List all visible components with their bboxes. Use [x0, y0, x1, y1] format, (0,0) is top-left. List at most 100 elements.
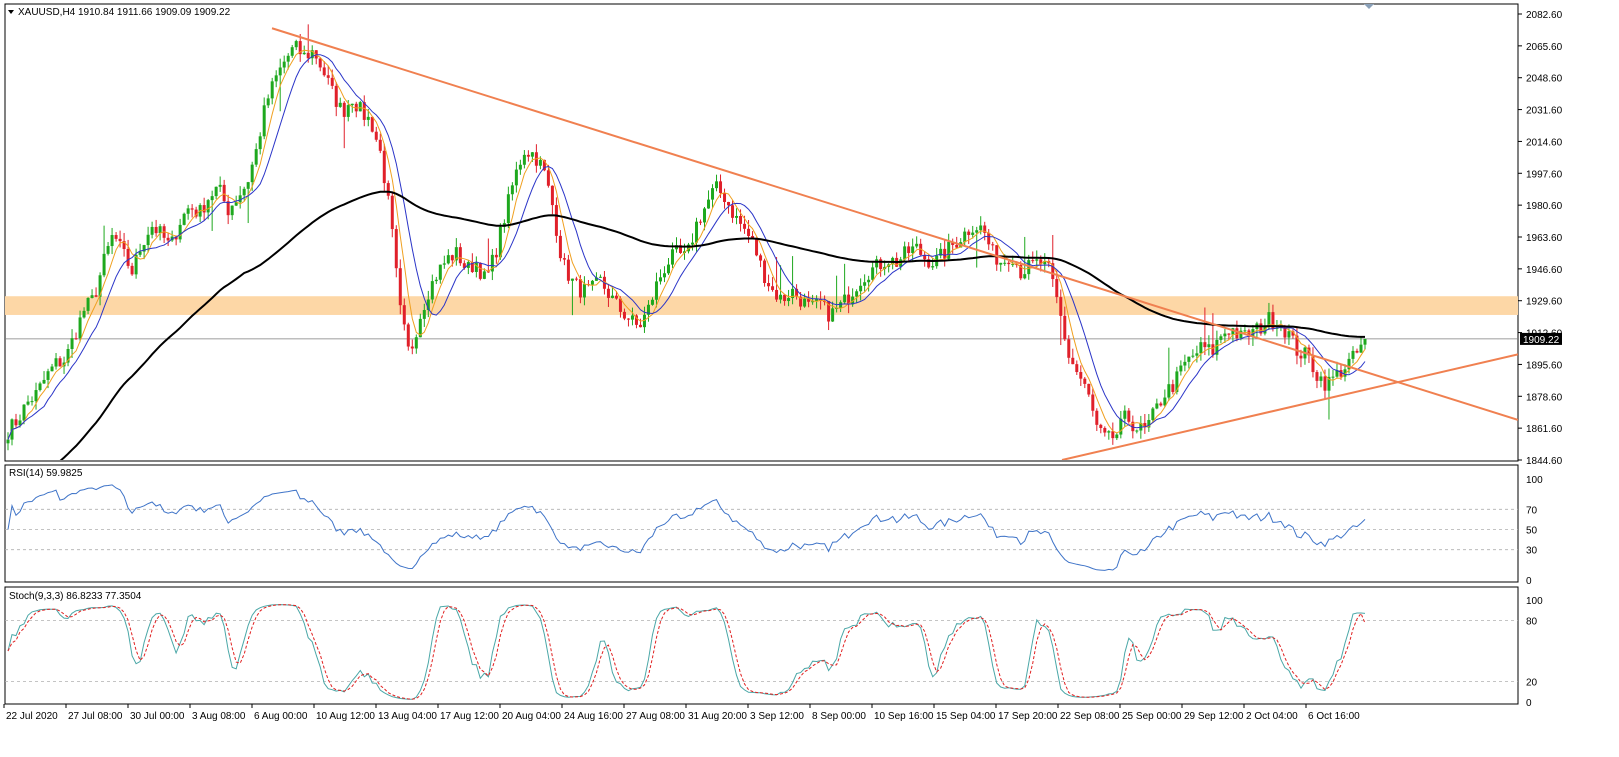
- candle-body: [370, 116, 374, 132]
- price-tick-label: 1861.60: [1526, 424, 1563, 435]
- candle-body: [1091, 394, 1095, 411]
- candle-body: [739, 215, 743, 224]
- rsi-panel[interactable]: [4, 464, 1519, 583]
- candle-body: [82, 310, 86, 318]
- time-tick-label: 31 Aug 20:00: [688, 711, 747, 722]
- candle-body: [142, 245, 146, 252]
- candle-body: [1011, 264, 1015, 266]
- candle-body: [867, 279, 871, 283]
- candle-body: [278, 67, 282, 76]
- candle-body: [795, 288, 799, 297]
- candle-body: [382, 150, 386, 184]
- candle-body: [610, 295, 614, 298]
- candle-body: [907, 246, 911, 254]
- candle-body: [242, 188, 246, 196]
- price-tick-label: 1878.60: [1526, 392, 1563, 403]
- candle-body: [719, 181, 723, 194]
- candle-body: [194, 209, 198, 217]
- rsi-tick-label: 30: [1526, 546, 1538, 557]
- candle-body: [807, 298, 811, 302]
- candle-body: [654, 281, 658, 300]
- candle-body: [366, 116, 370, 120]
- candle-body: [342, 102, 346, 117]
- candle-body: [979, 225, 983, 231]
- candle-body: [1227, 333, 1231, 335]
- candle-body: [246, 182, 250, 189]
- candle-body: [1099, 424, 1103, 428]
- candle-body: [274, 75, 278, 82]
- rsi-axis: 100 70 50 30 0: [1526, 475, 1543, 587]
- candle-body: [727, 201, 731, 206]
- candle-body: [14, 419, 18, 426]
- price-panel[interactable]: [4, 3, 1519, 462]
- candle-body: [422, 310, 426, 319]
- chart-menu-triangle-icon[interactable]: [8, 10, 14, 14]
- candle-body: [238, 195, 242, 203]
- price-axis: 2082.60 2065.60 2048.60 2031.60 2014.60 1997.…: [1518, 10, 1563, 467]
- candle-body: [526, 154, 530, 157]
- candle-body: [498, 226, 502, 258]
- candle-body: [514, 169, 518, 186]
- candle-body: [703, 208, 707, 223]
- candle-body: [1243, 330, 1247, 332]
- shift-marker-icon[interactable]: [1364, 4, 1374, 9]
- candle-body: [74, 338, 78, 340]
- time-tick-label: 24 Aug 16:00: [564, 711, 623, 722]
- candle-body: [1135, 430, 1139, 432]
- candle-body: [687, 244, 691, 252]
- rsi-group: [5, 484, 1518, 571]
- candle-body: [258, 136, 262, 150]
- candle-body: [1295, 335, 1299, 356]
- candle-body: [903, 246, 907, 260]
- candle-body: [783, 294, 787, 302]
- current-price-tag: [1520, 332, 1562, 345]
- candle-body: [50, 366, 54, 372]
- candle-body: [70, 338, 74, 349]
- candle-body: [1199, 342, 1203, 354]
- candle-body: [658, 277, 662, 282]
- candle-body: [234, 202, 238, 206]
- candle-body: [530, 152, 534, 157]
- candle-body: [863, 282, 867, 286]
- candle-body: [775, 289, 779, 300]
- time-tick-label: 29 Sep 12:00: [1184, 711, 1244, 722]
- candle-body: [614, 295, 618, 299]
- price-tick-label: 1997.60: [1526, 169, 1563, 180]
- candle-body: [390, 195, 394, 230]
- stochastic-panel[interactable]: [4, 586, 1519, 705]
- candle-body: [642, 314, 646, 328]
- candle-body: [86, 297, 90, 311]
- candle-body: [110, 235, 114, 247]
- candle-body: [1287, 331, 1291, 338]
- candle-body: [1147, 419, 1151, 428]
- stochastic-signal-line: [7, 604, 1366, 700]
- stochastic-group: [5, 604, 1518, 700]
- candle-body: [955, 244, 959, 248]
- candle-body: [670, 249, 674, 265]
- candle-body: [6, 439, 10, 444]
- candle-body: [1211, 344, 1215, 355]
- triangle-upper-trendline: [271, 27, 1518, 421]
- candle-body: [174, 236, 178, 240]
- candle-body: [879, 259, 883, 270]
- candle-body: [803, 298, 807, 307]
- candle-body: [923, 254, 927, 260]
- candle-body: [975, 230, 979, 233]
- candle-body: [1283, 326, 1287, 338]
- candle-body: [999, 262, 1003, 265]
- candle-body: [1095, 410, 1099, 425]
- support-zone: [5, 296, 1518, 315]
- candle-body: [306, 52, 310, 59]
- candle-body: [398, 268, 402, 306]
- candle-body: [18, 420, 22, 426]
- candle-body: [302, 52, 306, 55]
- time-tick-label: 20 Aug 04:00: [502, 711, 561, 722]
- candle-body: [678, 245, 682, 253]
- candle-body: [330, 77, 334, 86]
- candle-body: [666, 264, 670, 274]
- candle-body: [446, 255, 450, 264]
- candle-body: [458, 247, 462, 264]
- candle-body: [126, 248, 130, 266]
